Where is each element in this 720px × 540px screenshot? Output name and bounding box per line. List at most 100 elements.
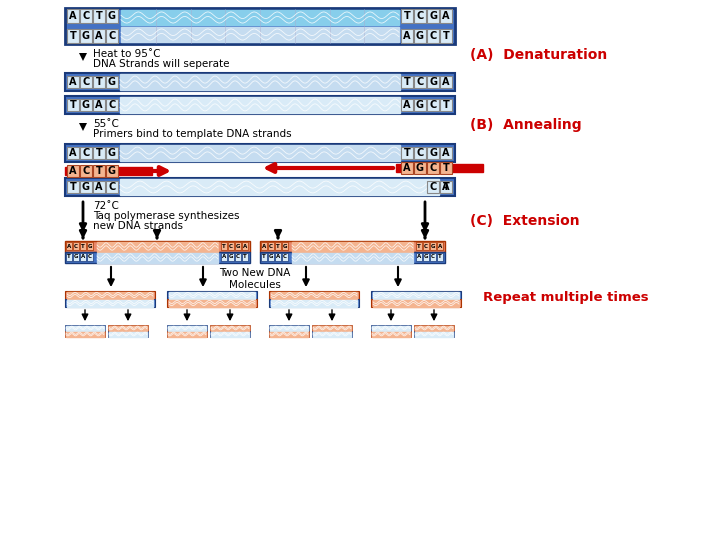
Bar [414, 331, 454, 337]
Text: T: T [262, 254, 266, 260]
Bar [313, 332, 351, 336]
Bar [414, 9, 426, 23]
Bar [282, 253, 288, 261]
Text: A: A [69, 77, 77, 87]
Bar [401, 9, 413, 23]
Bar [414, 162, 426, 174]
Text: C: C [109, 100, 116, 110]
Bar [414, 29, 426, 43]
Bar [121, 10, 399, 25]
Bar [401, 99, 413, 111]
Bar [106, 29, 118, 43]
Text: G: G [88, 244, 92, 248]
Bar [80, 147, 92, 159]
Text: C: C [416, 148, 423, 158]
Bar [261, 242, 267, 250]
Text: G: G [424, 254, 428, 260]
Bar [221, 242, 227, 250]
Text: G: G [416, 31, 424, 41]
Bar [67, 76, 79, 88]
Text: 72˚C: 72˚C [93, 201, 119, 211]
Text: A: A [95, 31, 103, 41]
Text: T: T [443, 100, 449, 110]
Bar [93, 76, 105, 88]
Bar [67, 99, 79, 111]
Bar [108, 325, 148, 331]
Text: A: A [417, 254, 421, 260]
Text: C: C [236, 254, 240, 260]
Bar [66, 332, 104, 336]
Text: (C)  Extension: (C) Extension [470, 214, 580, 228]
Text: T: T [70, 100, 76, 110]
Text: C: C [109, 31, 116, 41]
Text: A: A [95, 182, 103, 192]
Text: G: G [108, 166, 116, 176]
Bar [242, 242, 248, 250]
Bar [80, 253, 86, 261]
Text: Heat to 95˚C: Heat to 95˚C [93, 49, 161, 59]
Bar [65, 167, 152, 175]
Text: Primers bind to template DNA strands: Primers bind to template DNA strands [93, 129, 292, 139]
Text: A: A [276, 254, 280, 260]
Bar [427, 9, 439, 23]
Bar [242, 253, 248, 261]
Bar [371, 291, 461, 299]
Text: T: T [96, 148, 102, 158]
Bar [440, 9, 452, 23]
Bar [80, 76, 92, 88]
Bar [371, 299, 461, 307]
Bar [235, 253, 241, 261]
Bar [268, 242, 274, 250]
Bar [120, 179, 439, 195]
Bar [65, 331, 105, 337]
Bar [67, 300, 153, 307]
Bar [427, 29, 439, 43]
Text: A: A [403, 100, 410, 110]
Bar [440, 162, 452, 174]
Bar [437, 242, 443, 250]
Bar [423, 253, 429, 261]
Text: T: T [67, 254, 71, 260]
Bar [65, 8, 455, 44]
Text: 55˚C: 55˚C [93, 119, 119, 129]
Bar [210, 331, 250, 337]
Bar [167, 325, 207, 331]
Bar [120, 74, 400, 90]
Bar [401, 76, 413, 88]
Bar [80, 9, 92, 23]
Bar [427, 76, 439, 88]
Bar [67, 9, 79, 23]
Text: C: C [82, 166, 89, 176]
Bar [271, 292, 357, 299]
Bar [430, 253, 436, 261]
Bar [97, 241, 218, 252]
Bar [210, 325, 250, 331]
Text: C: C [82, 148, 89, 158]
Text: C: C [229, 244, 233, 248]
Text: G: G [82, 100, 90, 110]
Bar [416, 253, 422, 261]
Bar [401, 162, 413, 174]
Bar [93, 165, 105, 177]
Bar [414, 76, 426, 88]
Bar [80, 29, 92, 43]
Text: T: T [443, 31, 449, 41]
Bar [440, 99, 452, 111]
Text: G: G [416, 163, 424, 173]
Text: G: G [82, 182, 90, 192]
Bar [67, 147, 79, 159]
Text: A: A [69, 166, 77, 176]
Bar [373, 292, 459, 299]
Text: A: A [442, 182, 450, 192]
Bar [427, 181, 439, 193]
Bar [275, 253, 281, 261]
Text: G: G [108, 11, 116, 21]
Text: C: C [429, 163, 436, 173]
Bar [121, 27, 399, 42]
Text: DNA Strands will seperate: DNA Strands will seperate [93, 59, 230, 69]
Bar [228, 242, 234, 250]
Bar [261, 253, 267, 261]
Text: A: A [438, 244, 442, 248]
Text: A: A [243, 244, 247, 248]
Bar [430, 242, 436, 250]
